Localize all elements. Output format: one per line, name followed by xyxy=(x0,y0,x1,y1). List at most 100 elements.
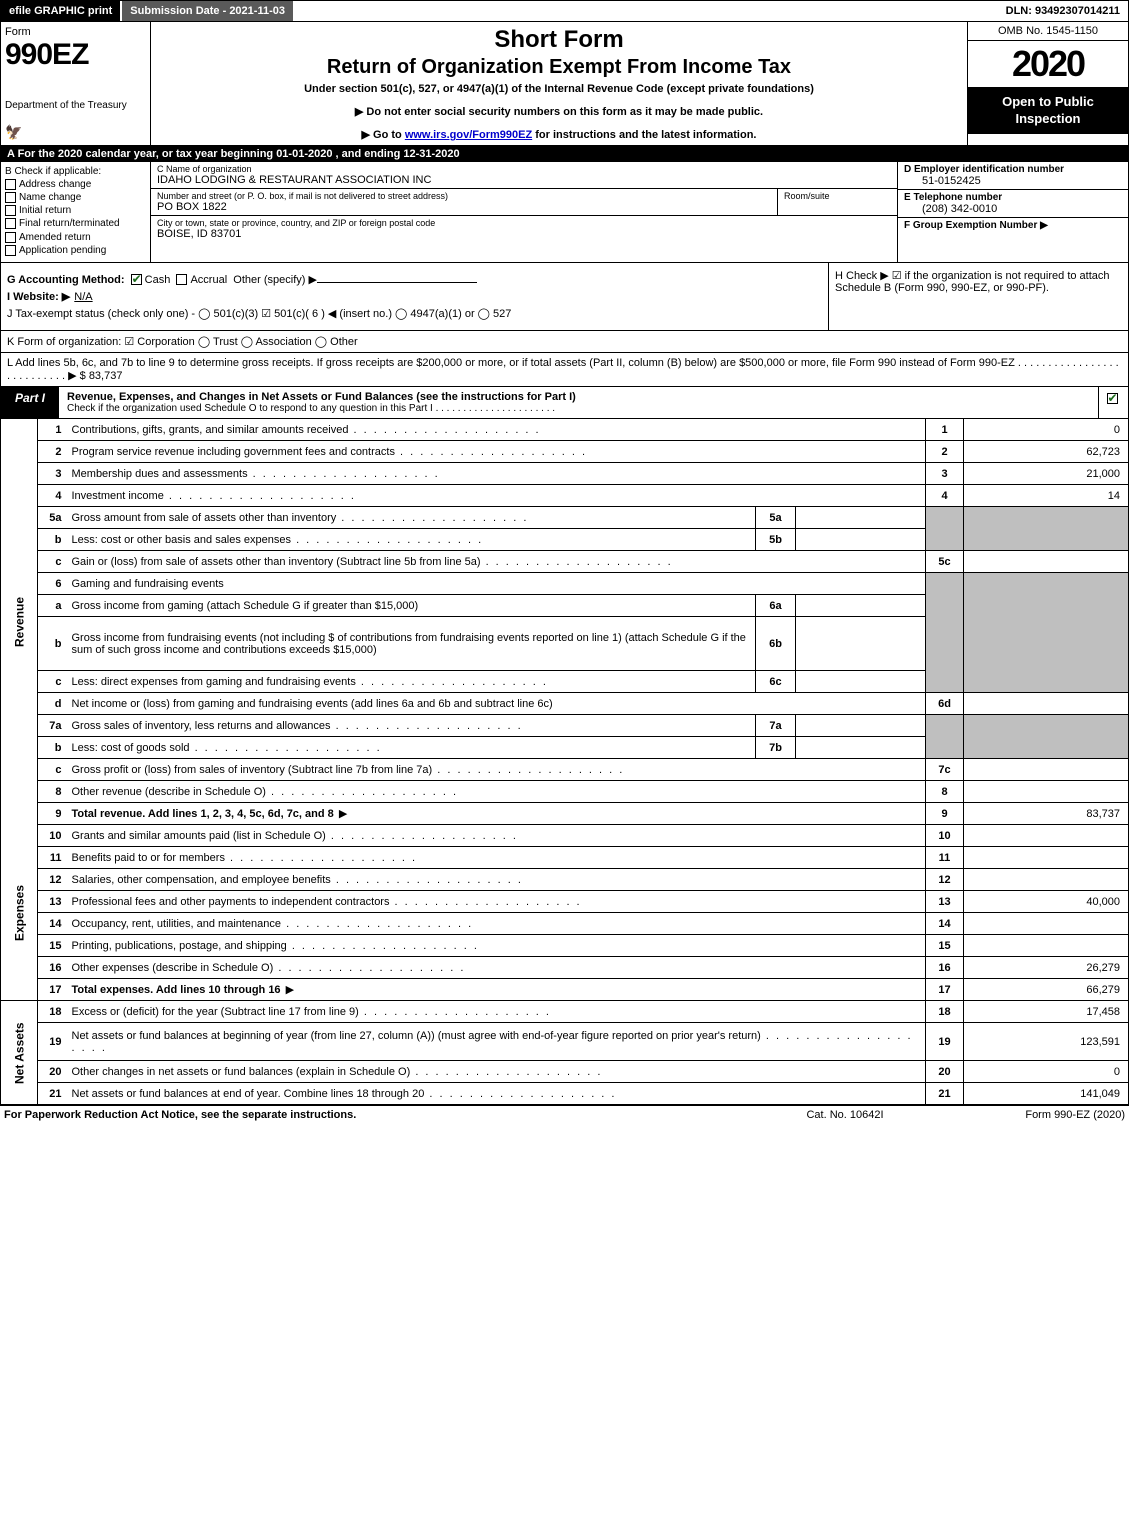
line-7c-desc: Gross profit or (loss) from sales of inv… xyxy=(68,759,926,781)
open-to-public: Open to Public Inspection xyxy=(968,88,1128,134)
chk-amended-return[interactable]: Amended return xyxy=(5,232,146,243)
line-21-amt: 141,049 xyxy=(964,1083,1129,1105)
line-6b-subval xyxy=(796,617,926,671)
cat-no: Cat. No. 10642I xyxy=(745,1109,945,1121)
chk-application-pending[interactable]: Application pending xyxy=(5,245,146,256)
chk-final-return[interactable]: Final return/terminated xyxy=(5,218,146,229)
form-number: 990EZ xyxy=(5,38,146,72)
line-12-desc: Salaries, other compensation, and employ… xyxy=(68,869,926,891)
line-7b-subval xyxy=(796,737,926,759)
line-14-num: 14 xyxy=(38,913,68,935)
line-6c-num: c xyxy=(38,671,68,693)
line-7b-num: b xyxy=(38,737,68,759)
line-7a-subval xyxy=(796,715,926,737)
line-11-amt xyxy=(964,847,1129,869)
line-8-desc: Other revenue (describe in Schedule O) xyxy=(68,781,926,803)
line-6a-sub: 6a xyxy=(756,595,796,617)
line-2-desc: Program service revenue including govern… xyxy=(68,441,926,463)
line-6-num: 6 xyxy=(38,573,68,595)
chk-address-change[interactable]: Address change xyxy=(5,179,146,190)
city-label: City or town, state or province, country… xyxy=(157,218,891,228)
section-ghij: G Accounting Method: Cash Accrual Other … xyxy=(0,263,1129,331)
line-7c-amt xyxy=(964,759,1129,781)
line-13-num: 13 xyxy=(38,891,68,913)
goto-pre: ▶ Go to xyxy=(362,129,405,141)
inspect-line2: Inspection xyxy=(1015,111,1080,126)
line-9-desc: Total revenue. Add lines 1, 2, 3, 4, 5c,… xyxy=(68,803,926,825)
chk-initial-return[interactable]: Initial return xyxy=(5,205,146,216)
line-10-ref: 10 xyxy=(926,825,964,847)
line-19-num: 19 xyxy=(38,1023,68,1061)
line-10-desc: Grants and similar amounts paid (list in… xyxy=(68,825,926,847)
line-3-num: 3 xyxy=(38,463,68,485)
line-6a-subval xyxy=(796,595,926,617)
box-def: D Employer identification number 51-0152… xyxy=(898,162,1128,262)
shaded-6 xyxy=(926,573,964,693)
line-5a-desc: Gross amount from sale of assets other t… xyxy=(68,507,756,529)
dln-label: DLN: 93492307014211 xyxy=(998,1,1128,21)
line-5b-desc: Less: cost or other basis and sales expe… xyxy=(68,529,756,551)
part1-title: Revenue, Expenses, and Changes in Net As… xyxy=(59,387,1098,418)
line-6d-desc: Net income or (loss) from gaming and fun… xyxy=(68,693,926,715)
part1-schedule-o-check[interactable] xyxy=(1098,387,1128,418)
shaded-7ab xyxy=(926,715,964,759)
line-a: A For the 2020 calendar year, or tax yea… xyxy=(0,146,1129,162)
group-exemption-label: F Group Exemption Number ▶ xyxy=(904,220,1122,231)
line-6d-amt xyxy=(964,693,1129,715)
submission-date-button[interactable]: Submission Date - 2021-11-03 xyxy=(122,1,295,21)
line-18-amt: 17,458 xyxy=(964,1001,1129,1023)
line-8-amt xyxy=(964,781,1129,803)
efile-print-button[interactable]: efile GRAPHIC print xyxy=(1,1,122,21)
line-2-amt: 62,723 xyxy=(964,441,1129,463)
line-4-desc: Investment income xyxy=(68,485,926,507)
chk-accrual[interactable] xyxy=(176,274,187,285)
irs-link[interactable]: www.irs.gov/Form990EZ xyxy=(405,129,532,141)
line-6c-sub: 6c xyxy=(756,671,796,693)
title-return: Return of Organization Exempt From Incom… xyxy=(159,56,959,79)
website-value: N/A xyxy=(70,291,212,303)
subtitle: Under section 501(c), 527, or 4947(a)(1)… xyxy=(159,83,959,95)
form-ref: Form 990-EZ (2020) xyxy=(945,1109,1125,1121)
line-14-desc: Occupancy, rent, utilities, and maintena… xyxy=(68,913,926,935)
line-3-desc: Membership dues and assessments xyxy=(68,463,926,485)
line-11-num: 11 xyxy=(38,847,68,869)
page-footer: For Paperwork Reduction Act Notice, see … xyxy=(0,1105,1129,1124)
line-l: L Add lines 5b, 6c, and 7b to line 9 to … xyxy=(0,353,1129,387)
line-15-desc: Printing, publications, postage, and shi… xyxy=(68,935,926,957)
line-13-desc: Professional fees and other payments to … xyxy=(68,891,926,913)
room-label: Room/suite xyxy=(784,191,891,201)
line-19-desc: Net assets or fund balances at beginning… xyxy=(68,1023,926,1061)
box-b-header: B Check if applicable: xyxy=(5,166,146,177)
line-5a-subval xyxy=(796,507,926,529)
inspect-line1: Open to Public xyxy=(1002,94,1094,109)
goto-note: ▶ Go to www.irs.gov/Form990EZ for instru… xyxy=(159,128,959,141)
line-j: J Tax-exempt status (check only one) - ◯… xyxy=(7,307,822,320)
line-5a-sub: 5a xyxy=(756,507,796,529)
top-bar: efile GRAPHIC print Submission Date - 20… xyxy=(0,0,1129,22)
line-5b-sub: 5b xyxy=(756,529,796,551)
line-6a-num: a xyxy=(38,595,68,617)
shaded-6-amt xyxy=(964,573,1129,693)
chk-cash[interactable] xyxy=(131,274,142,285)
line-7b-sub: 7b xyxy=(756,737,796,759)
netassets-side-label: Net Assets xyxy=(1,1001,38,1105)
line-6a-desc: Gross income from gaming (attach Schedul… xyxy=(68,595,756,617)
line-16-ref: 16 xyxy=(926,957,964,979)
form-header: Form 990EZ 🦅 Department of the Treasury … xyxy=(0,22,1129,146)
line-21-ref: 21 xyxy=(926,1083,964,1105)
line-1-num: 1 xyxy=(38,419,68,441)
chk-name-change[interactable]: Name change xyxy=(5,192,146,203)
ein-value: 51-0152425 xyxy=(904,175,1122,187)
line-7a-num: 7a xyxy=(38,715,68,737)
header-right: OMB No. 1545-1150 2020 Open to Public In… xyxy=(968,22,1128,145)
line-4-amt: 14 xyxy=(964,485,1129,507)
line-5c-desc: Gain or (loss) from sale of assets other… xyxy=(68,551,926,573)
line-21-num: 21 xyxy=(38,1083,68,1105)
line-16-desc: Other expenses (describe in Schedule O) xyxy=(68,957,926,979)
line-5c-ref: 5c xyxy=(926,551,964,573)
part1-table: Revenue 1 Contributions, gifts, grants, … xyxy=(0,419,1129,1106)
line-17-desc: Total expenses. Add lines 10 through 16 xyxy=(68,979,926,1001)
phone-value: (208) 342-0010 xyxy=(904,203,1122,215)
line-13-ref: 13 xyxy=(926,891,964,913)
ssn-note: ▶ Do not enter social security numbers o… xyxy=(159,105,959,118)
